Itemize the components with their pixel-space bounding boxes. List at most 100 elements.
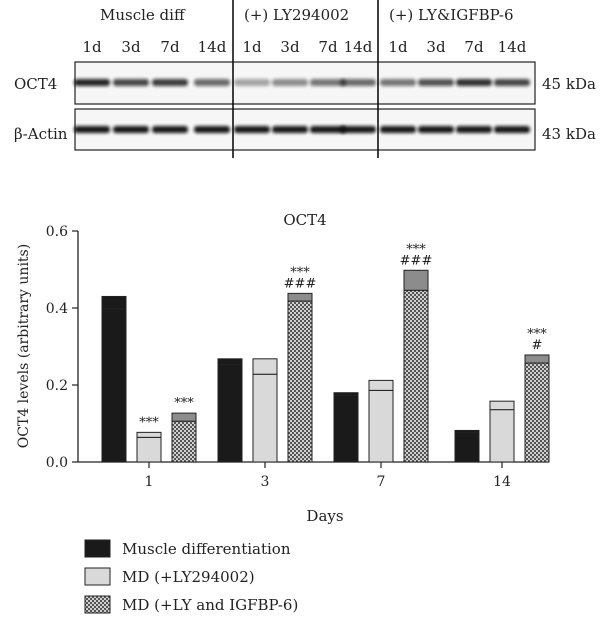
legend-label: MD (+LY294002) [122,568,255,586]
bar [524,362,550,463]
blot-band [272,126,308,133]
bar [217,364,243,463]
blot-kda-label: 43 kDa [542,125,596,143]
blot-band [494,79,530,86]
blot-day-labels: 1d 3d 7d 14d 1d 3d 7d 14d 1d 3d 7d 14d [82,38,526,56]
error-bar [333,392,359,396]
legend-swatch [84,539,111,558]
bars [101,269,550,463]
blot-row-label: OCT4 [14,75,57,93]
chart-title: OCT4 [283,211,326,229]
y-tick-label: 0.0 [46,455,68,471]
y-tick-label: 0.2 [46,378,68,394]
bar [252,373,278,463]
blot-band [380,79,416,86]
blot-band [74,79,110,86]
blot-day-label: 7d [318,38,338,56]
blot-band [456,79,492,86]
significance-mark: ### [400,253,433,268]
blot-band [310,126,346,133]
blot-day-label: 1d [82,38,102,56]
blot-day-label: 3d [121,38,141,56]
bar [287,300,313,463]
error-bar [252,358,278,375]
bar [403,289,429,463]
y-tick-label: 0.4 [46,301,68,317]
blot-band [310,79,346,86]
significance-mark: *** [527,327,547,342]
blot-band [418,79,454,86]
blot-band [113,126,149,133]
legend: Muscle differentiation MD (+LY294002) MD (… [84,539,298,614]
error-bar [368,379,394,391]
blot-day-label: 14d [498,38,527,56]
legend-label: Muscle differentiation [122,540,291,558]
blot-band [380,126,416,133]
bar [454,432,480,463]
x-tick-label: 1 [145,474,154,490]
blot-day-label: 1d [242,38,262,56]
y-tick-label: 0.6 [46,224,68,240]
blot-row-label: β-Actin [14,125,68,143]
significance-mark: *** [290,265,310,280]
blot-band [74,126,110,133]
bar [171,420,197,463]
error-bar [524,354,550,364]
blot-band [418,126,454,133]
blot-band [494,126,530,133]
blot-day-label: 14d [344,38,373,56]
legend-swatch [84,567,111,586]
blot-day-label: 3d [426,38,446,56]
error-bar [171,412,197,422]
significance-mark: ### [284,276,317,291]
blot-group-label: (+) LY294002 [244,6,349,24]
x-axis-label: Days [306,507,343,525]
bar [333,394,359,463]
significance-mark: *** [406,242,426,257]
x-tick-label: 3 [261,474,270,490]
error-bar [287,292,313,302]
blot-band [152,79,188,86]
blot-group-label: Muscle diff [100,6,186,24]
blot-band [234,126,270,133]
error-bar [403,269,429,291]
blot-band [340,79,376,86]
blot-band [152,126,188,133]
bar [489,409,515,463]
blot-band [456,126,492,133]
y-axis-label: OCT4 levels (arbitrary units) [16,244,32,448]
blot-group-label: (+) LY&IGFBP-6 [389,6,514,24]
bar [136,436,162,463]
legend-swatch [84,595,111,614]
bar [101,308,127,463]
blot-band [194,79,230,86]
blot-band [194,126,230,133]
blot-bands [74,79,530,133]
error-bar [136,431,162,438]
blot-band [340,126,376,133]
blot-day-label: 1d [388,38,408,56]
blot-band [234,79,270,86]
blot-day-label: 14d [198,38,227,56]
significance-mark: *** [174,396,194,411]
error-bar [489,400,515,411]
western-blot-panel: Muscle diff (+) LY294002 (+) LY&IGFBP-6 … [14,0,596,158]
legend-label: MD (+LY and IGFBP-6) [122,596,298,614]
blot-day-label: 3d [280,38,300,56]
x-tick-label: 7 [377,474,386,490]
error-bar [454,429,480,434]
blot-kda-label: 45 kDa [542,75,596,93]
bar [368,389,394,463]
blot-day-label: 7d [160,38,180,56]
blot-day-label: 7d [464,38,484,56]
x-tick-label: 14 [493,474,511,490]
blot-band [113,79,149,86]
significance-mark: *** [139,415,159,430]
error-bar [101,295,127,310]
significance-mark: # [532,338,543,353]
significance-annotations: *********###***###***# [139,242,547,430]
error-bar [217,358,243,366]
blot-band [272,79,308,86]
bar-chart: OCT4 OCT4 levels (arbitrary units) Days … [16,211,550,525]
